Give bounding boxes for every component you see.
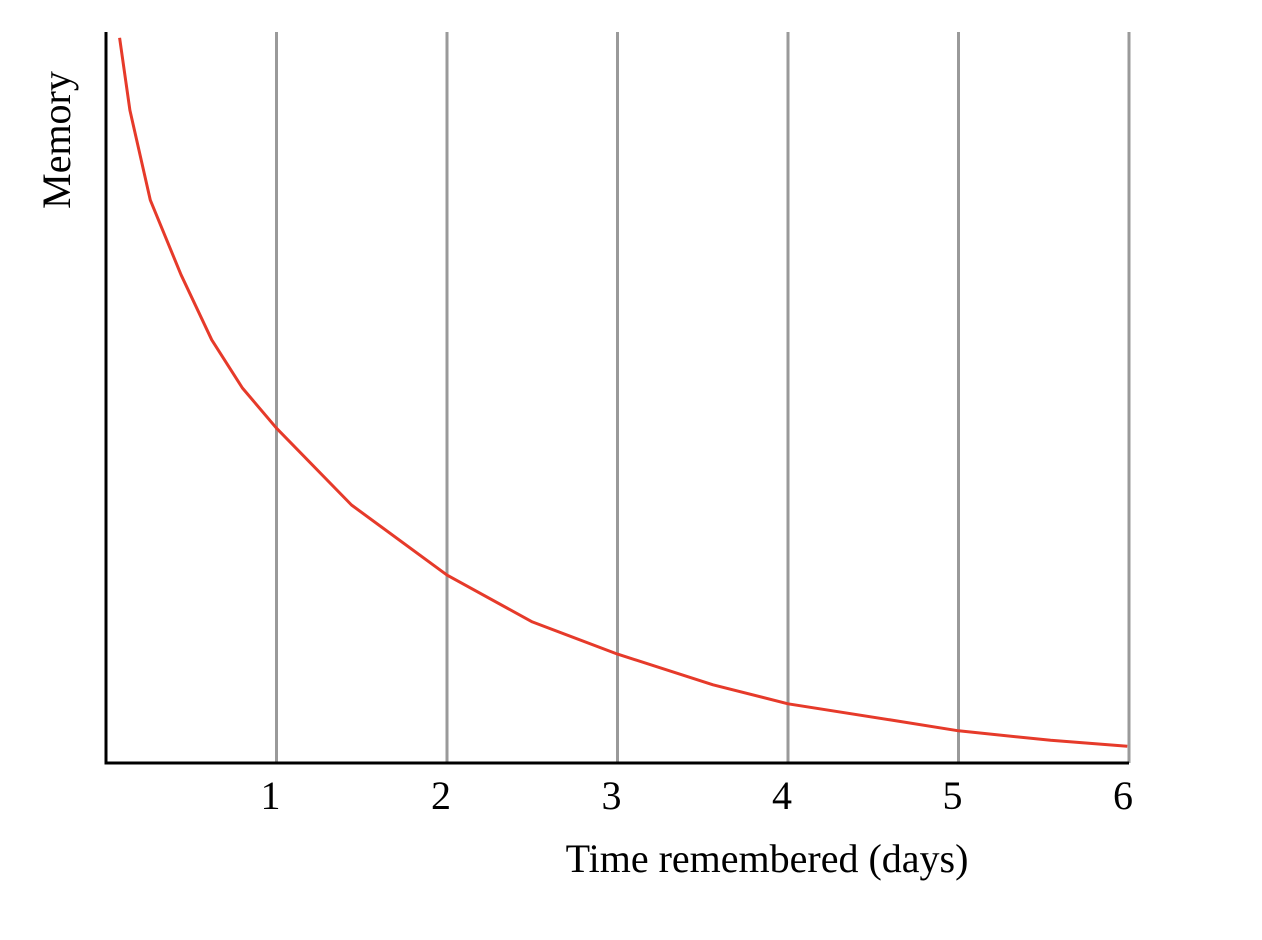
x-tick-label: 2: [431, 773, 451, 818]
data-line: [118, 37, 1128, 748]
x-tick-label: 6: [1113, 773, 1133, 818]
x-axis-label: Time remembered (days): [566, 836, 969, 881]
x-tick-label: 4: [772, 773, 792, 818]
x-tick-label: 1: [261, 773, 281, 818]
x-tick-label: 5: [943, 773, 963, 818]
x-tick-label: 3: [602, 773, 622, 818]
y-axis-label: Memory: [34, 71, 79, 209]
